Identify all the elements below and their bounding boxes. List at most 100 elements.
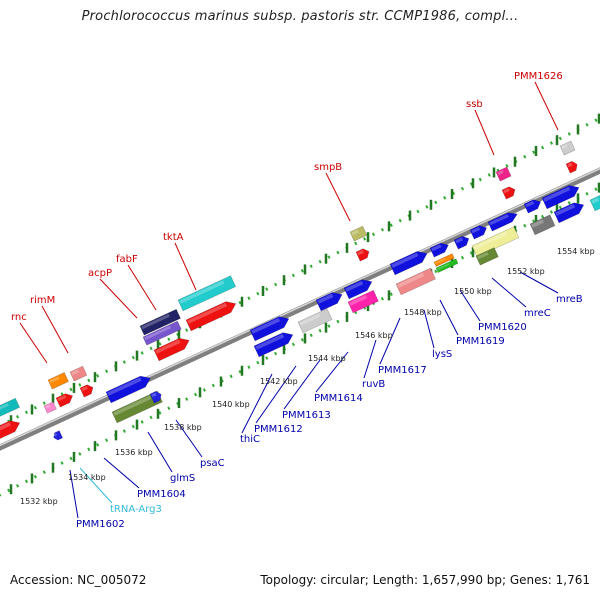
- gene-arrow: [433, 253, 455, 267]
- gene-feature: [389, 251, 428, 276]
- gene-feature: [347, 289, 379, 314]
- gene-arrow: [343, 279, 373, 300]
- gene-feature: [315, 292, 343, 312]
- gene-feature: [43, 401, 57, 414]
- gene-feature: [471, 226, 520, 258]
- gene-arrow: [47, 372, 69, 390]
- gene-feature: [453, 235, 470, 250]
- gene-label-mreB: mreB: [556, 294, 583, 305]
- gene-features: [0, 140, 600, 442]
- gene-label-thiC: thiC: [240, 434, 260, 445]
- gene-label-PMM1626: PMM1626: [514, 71, 563, 82]
- gene-shine: [349, 294, 368, 306]
- gene-shine: [531, 219, 545, 228]
- gene-shine: [591, 197, 600, 204]
- gene-arrow: [469, 225, 488, 240]
- gene-feature: [297, 308, 333, 334]
- gene-feature: [529, 214, 556, 236]
- gene-shine: [141, 313, 170, 330]
- gene-label-tktA: tktA: [163, 232, 184, 243]
- gene-label-psaC: psaC: [200, 458, 225, 469]
- gene-shine: [397, 272, 425, 288]
- gene-arrow: [249, 316, 290, 342]
- gene-feature: [185, 301, 237, 332]
- tick-label-1544-kbp: 1544 kbp: [308, 354, 346, 363]
- genome-backbone-highlight: [0, 167, 600, 447]
- leader-line-PMM1614: [315, 351, 349, 393]
- leader-line-PMM1620: [459, 289, 481, 322]
- leader-line-mreC: [491, 277, 527, 308]
- gene-arrow: [177, 275, 237, 312]
- gene-arrow: [529, 214, 556, 236]
- gene-arrow: [142, 320, 182, 346]
- leader-line-psaC: [175, 419, 203, 458]
- gene-arrow: [501, 186, 516, 200]
- gene-shine: [317, 293, 334, 304]
- gene-shine: [255, 333, 285, 350]
- gene-arrow: [349, 225, 368, 242]
- leader-line-rnc: [19, 322, 48, 364]
- gene-shine: [107, 377, 142, 396]
- gene-arrow: [0, 420, 21, 442]
- gene-shine: [543, 186, 571, 202]
- upper-ruler-line: [0, 116, 600, 428]
- gene-feature: [495, 166, 512, 182]
- gene-label-ssb: ssb: [466, 99, 483, 110]
- gene-arrow: [487, 212, 518, 232]
- tick-label-1542-kbp: 1542 kbp: [260, 377, 298, 386]
- gene-feature: [139, 308, 181, 336]
- gene-shine: [471, 226, 481, 234]
- leader-line-thiC: [241, 373, 273, 434]
- gene-shine: [49, 376, 60, 384]
- gene-arrow: [429, 242, 449, 258]
- gene-shine: [53, 433, 58, 437]
- gene-feature: [111, 390, 163, 424]
- gene-label-PMM1617: PMM1617: [378, 365, 427, 376]
- gene-feature: [523, 199, 542, 214]
- gene-shine: [45, 404, 51, 409]
- gene-label-PMM1620: PMM1620: [478, 322, 527, 333]
- gene-label-PMM1619: PMM1619: [456, 336, 505, 347]
- gene-shine: [0, 402, 9, 414]
- gene-feature: [55, 393, 74, 408]
- genome-summary-text: Topology: circular; Length: 1,657,990 bp…: [260, 573, 590, 587]
- gene-shine: [0, 422, 11, 434]
- gene-shine: [477, 251, 489, 260]
- gene-shine: [437, 263, 450, 270]
- gene-shine: [351, 229, 360, 236]
- tick-label-1538-kbp: 1538 kbp: [164, 423, 202, 432]
- gene-feature: [435, 258, 459, 273]
- gene-shine: [151, 392, 157, 398]
- gene-feature: [553, 202, 585, 224]
- gene-shine: [391, 252, 419, 268]
- gene-shine: [555, 204, 575, 216]
- leader-line-rimM: [41, 305, 69, 354]
- gene-feature: [349, 225, 368, 242]
- gene-shine: [431, 244, 442, 252]
- gene-feature: [153, 337, 190, 362]
- gene-arrow: [471, 226, 520, 258]
- gene-feature: [249, 316, 290, 342]
- gene-shine: [561, 144, 568, 150]
- gene-label-PMM1614: PMM1614: [314, 393, 363, 404]
- gene-label-mreC: mreC: [524, 308, 551, 319]
- tick-label-1552-kbp: 1552 kbp: [507, 267, 545, 276]
- gene-shine: [144, 325, 171, 340]
- leader-line-PMM1602: [69, 469, 79, 519]
- gene-feature: [429, 242, 449, 258]
- gene-feature: [469, 225, 488, 240]
- gene-feature: [47, 372, 69, 390]
- gene-label-PMM1612: PMM1612: [254, 424, 303, 435]
- gene-arrow: [315, 292, 343, 312]
- gene-shine: [357, 250, 364, 256]
- gene-arrow: [0, 397, 21, 420]
- gene-arrow: [111, 390, 163, 424]
- gene-feature: [142, 320, 182, 346]
- tick-labels: 1532 kbp 1534 kbp 1536 kbp 1538 kbp 1540 kbp…: [20, 247, 595, 506]
- gene-shine: [455, 237, 464, 244]
- gene-feature: [501, 186, 516, 200]
- leader-line-ssb: [474, 109, 495, 156]
- gene-label-rnc: rnc: [11, 312, 27, 323]
- leader-line-PMM1612: [255, 365, 297, 424]
